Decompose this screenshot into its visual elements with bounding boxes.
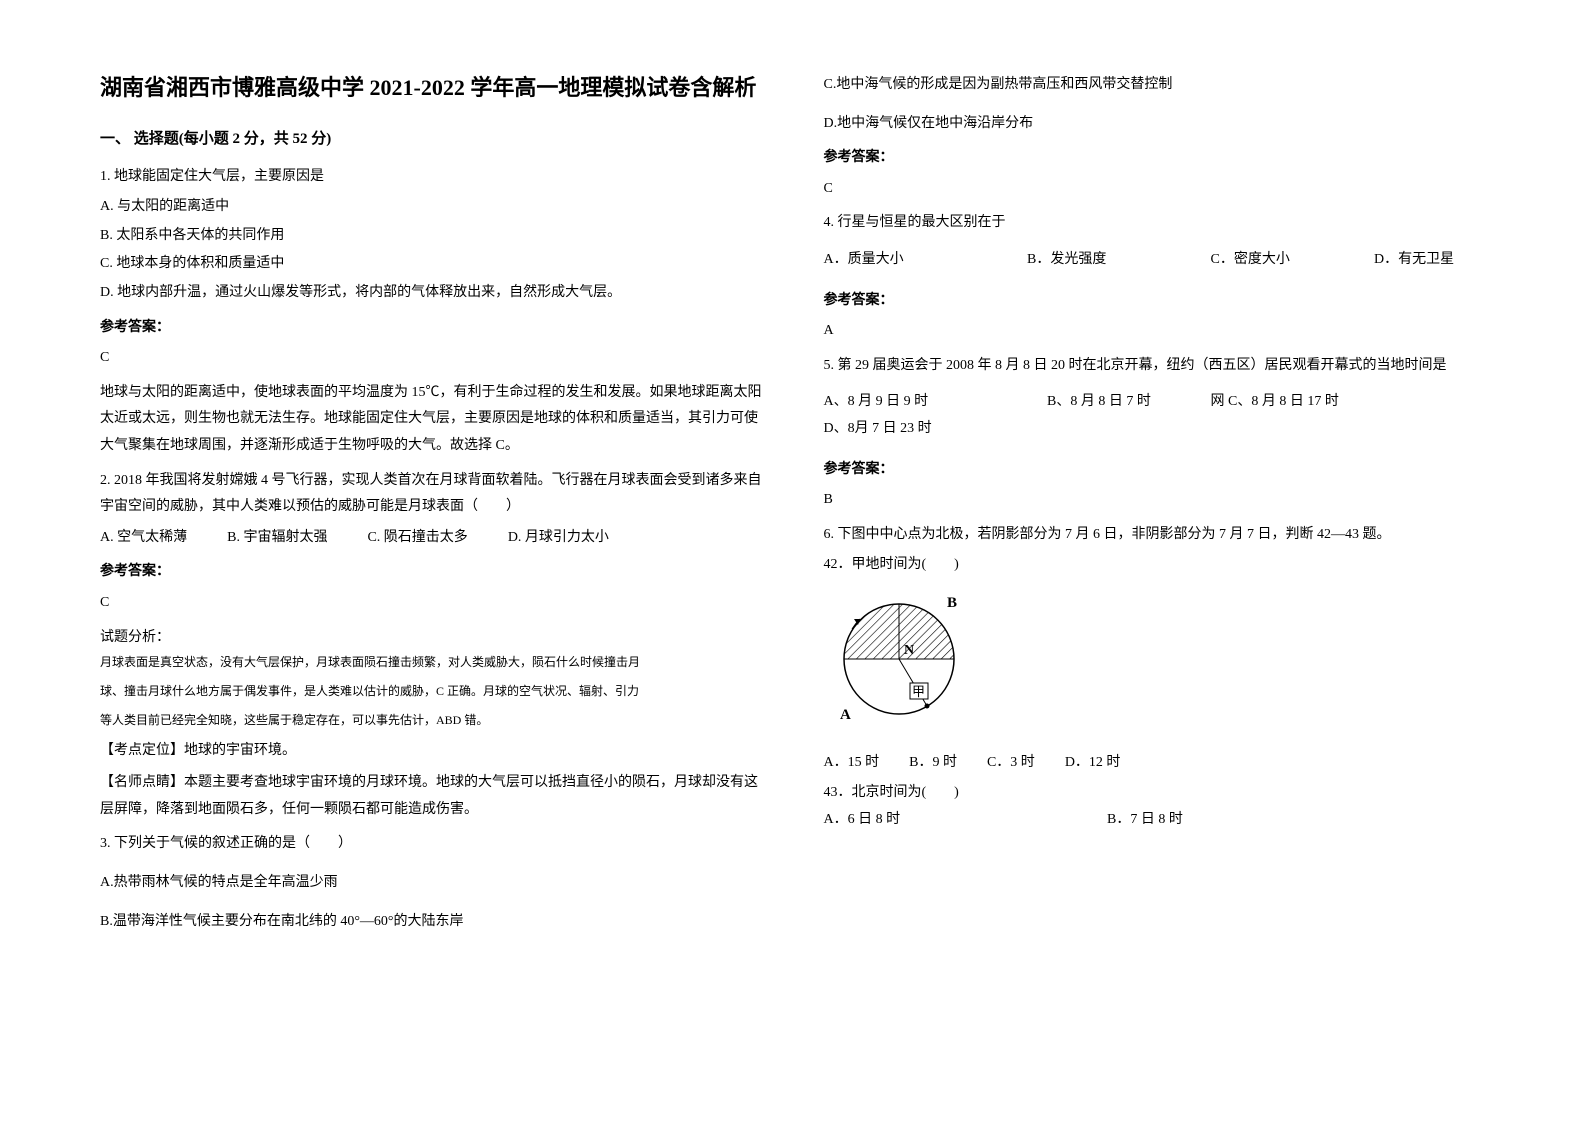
q3-option-d: D.地中海气候仅在地中海沿岸分布 [824,111,1488,138]
polar-diagram-svg: A B N 甲 [824,589,994,729]
q3-answer: C [824,176,1488,203]
question-4: 4. 行星与恒星的最大区别在于 A．质量大小 B．发光强度 C．密度大小 D．有… [824,210,1488,344]
q1-answer-label: 参考答案： [100,315,764,342]
exam-title: 湖南省湘西市博雅高级中学 2021-2022 学年高一地理模拟试卷含解析 [100,70,764,105]
diagram-label-b: B [947,595,957,611]
question-2: 2. 2018 年我国将发射嫦娥 4 号飞行器，实现人类首次在月球背面软着陆。飞… [100,468,764,824]
q5-option-b: B、8 月 8 日 7 时 [1047,389,1207,416]
q2-option-a: A. 空气太稀薄 [100,525,187,552]
q2-point: 【考点定位】地球的宇宙环境。 [100,738,764,765]
q1-answer: C [100,345,764,372]
q3-answer-label: 参考答案： [824,145,1488,172]
q6-sub42-option-a: A．15 时 [824,750,880,777]
q3-option-a: A.热带雨林气候的特点是全年高温少雨 [100,870,764,897]
q6-sub42-option-b: B．9 时 [909,750,957,777]
diagram-label-a: A [840,707,851,723]
q3-option-c: C.地中海气候的形成是因为副热带高压和西风带交替控制 [824,72,1488,99]
q2-explanation-3: 等人类目前已经完全知晓，这些属于稳定存在，可以事先估计，ABD 错。 [100,709,764,732]
q6-text: 6. 下图中中心点为北极，若阴影部分为 7 月 6 日，非阴影部分为 7 月 7… [824,522,1488,549]
q4-answer: A [824,318,1488,345]
q2-option-d: D. 月球引力太小 [508,525,609,552]
question-5: 5. 第 29 届奥运会于 2008 年 8 月 8 日 20 时在北京开幕，纽… [824,353,1488,514]
q2-answer-label: 参考答案： [100,559,764,586]
q5-answer-label: 参考答案： [824,457,1488,484]
q2-answer: C [100,590,764,617]
q1-explanation: 地球与太阳的距离适中，使地球表面的平均温度为 15℃，有利于生命过程的发生和发展… [100,380,764,460]
q2-explanation-1: 月球表面是真空状态，没有大气层保护，月球表面陨石撞击频繁，对人类威胁大，陨石什么… [100,651,764,674]
q6-sub42-option-d: D．12 时 [1065,750,1121,777]
q2-options-row: A. 空气太稀薄 B. 宇宙辐射太强 C. 陨石撞击太多 D. 月球引力太小 [100,525,764,552]
q6-sub42-text: 42．甲地时间为( ) [824,552,1488,579]
q1-text: 1. 地球能固定住大气层，主要原因是 [100,164,764,191]
q4-option-d: D．有无卫星 [1374,247,1454,274]
left-column: 湖南省湘西市博雅高级中学 2021-2022 学年高一地理模拟试卷含解析 一、 … [100,70,764,1082]
diagram-label-jia: 甲 [912,684,925,699]
q2-text: 2. 2018 年我国将发射嫦娥 4 号飞行器，实现人类首次在月球背面软着陆。飞… [100,468,764,521]
q6-sub43-options: A．6 日 8 时 B．7 日 8 时 [824,807,1488,834]
q5-option-c: 网 C、8 月 8 日 17 时 [1211,389,1391,416]
q6-sub43-text: 43．北京时间为( ) [824,780,1488,807]
q5-option-a: A、8 月 9 日 9 时 [824,389,1044,416]
q2-option-b: B. 宇宙辐射太强 [227,525,327,552]
right-column: C.地中海气候的形成是因为副热带高压和西风带交替控制 D.地中海气候仅在地中海沿… [824,70,1488,1082]
q6-sub43-option-a: A．6 日 8 时 [824,807,1104,834]
q6-sub42-options: A．15 时 B．9 时 C．3 时 D．12 时 [824,750,1488,777]
q4-option-a: A．质量大小 [824,247,1024,274]
q5-option-d: D、8月 7 日 23 时 [824,416,932,443]
question-6: 6. 下图中中心点为北极，若阴影部分为 7 月 6 日，非阴影部分为 7 月 7… [824,522,1488,834]
question-3: 3. 下列关于气候的叙述正确的是（ ） A.热带雨林气候的特点是全年高温少雨 B… [100,831,764,935]
q4-text: 4. 行星与恒星的最大区别在于 [824,210,1488,237]
q1-option-a: A. 与太阳的距离适中 [100,194,764,221]
q6-sub42-option-c: C．3 时 [987,750,1035,777]
q4-option-c: C．密度大小 [1211,247,1371,274]
q1-option-d: D. 地球内部升温，通过火山爆发等形式，将内部的气体释放出来，自然形成大气层。 [100,280,764,307]
q1-option-c: C. 地球本身的体积和质量适中 [100,251,764,278]
q4-option-b: B．发光强度 [1027,247,1207,274]
q2-teacher-note: 【名师点睛】本题主要考查地球宇宙环境的月球环境。地球的大气层可以抵挡直径小的陨石… [100,770,764,823]
q5-text: 5. 第 29 届奥运会于 2008 年 8 月 8 日 20 时在北京开幕，纽… [824,353,1488,380]
polar-diagram: A B N 甲 [824,589,1488,740]
q1-option-b: B. 太阳系中各天体的共同作用 [100,223,764,250]
q3-option-b: B.温带海洋性气候主要分布在南北纬的 40°—60°的大陆东岸 [100,909,764,936]
q5-answer: B [824,487,1488,514]
question-1: 1. 地球能固定住大气层，主要原因是 A. 与太阳的距离适中 B. 太阳系中各天… [100,164,764,460]
section-1-header: 一、 选择题(每小题 2 分，共 52 分) [100,125,764,154]
q4-answer-label: 参考答案： [824,288,1488,315]
diagram-label-n: N [904,643,914,658]
q6-sub43-option-b: B．7 日 8 时 [1107,812,1183,827]
q5-options: A、8 月 9 日 9 时 B、8 月 8 日 7 时 网 C、8 月 8 日 … [824,389,1488,442]
q3-text: 3. 下列关于气候的叙述正确的是（ ） [100,831,764,858]
q2-explanation-2: 球、撞击月球什么地方属于偶发事件，是人类难以估计的威胁，C 正确。月球的空气状况… [100,680,764,703]
q2-option-c: C. 陨石撞击太多 [367,525,467,552]
q4-options: A．质量大小 B．发光强度 C．密度大小 D．有无卫星 [824,247,1488,274]
q2-analysis-label: 试题分析： [100,625,764,652]
question-3-continued: C.地中海气候的形成是因为副热带高压和西风带交替控制 D.地中海气候仅在地中海沿… [824,72,1488,202]
